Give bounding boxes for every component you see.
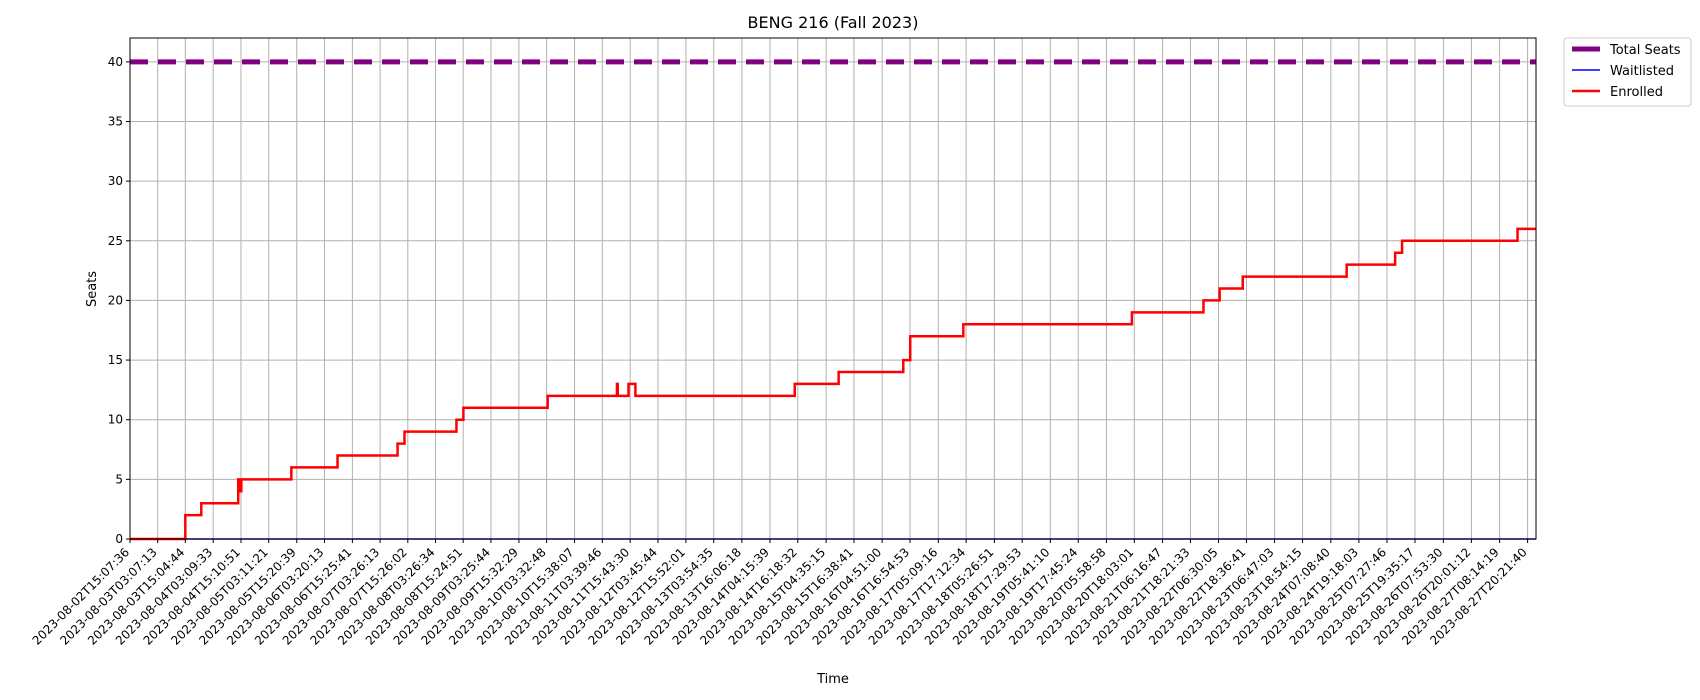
y-tick-label-5: 25 [108,234,123,248]
plot-frame [129,37,1537,540]
legend: Total Seats Waitlisted Enrolled [1563,37,1692,107]
x-axis: 2023-08-02T15:07:362023-08-03T03:07:1320… [30,539,1530,648]
y-tick-label-0: 0 [115,532,123,546]
y-tick-label-3: 15 [108,353,123,367]
legend-label-enrolled: Enrolled [1610,85,1663,100]
x-axis-label: Time [816,672,849,687]
legend-frame [1563,37,1692,107]
y-tick-label-8: 40 [108,55,123,69]
y-tick-label-6: 30 [108,174,123,188]
y-tick-label-2: 10 [108,413,123,427]
y-axis: 0 5 10 15 20 25 30 35 40 [108,55,130,546]
legend-label-total-seats: Total Seats [1609,43,1681,58]
grid [129,38,1536,540]
y-axis-label: Seats [85,271,100,307]
y-tick-label-4: 20 [108,293,123,307]
chart-title: BENG 216 (Fall 2023) [748,13,919,32]
y-tick-label-7: 35 [108,115,123,129]
series-enrolled-line [130,227,1536,541]
legend-label-waitlisted: Waitlisted [1610,64,1674,79]
y-tick-label-1: 5 [115,472,123,486]
